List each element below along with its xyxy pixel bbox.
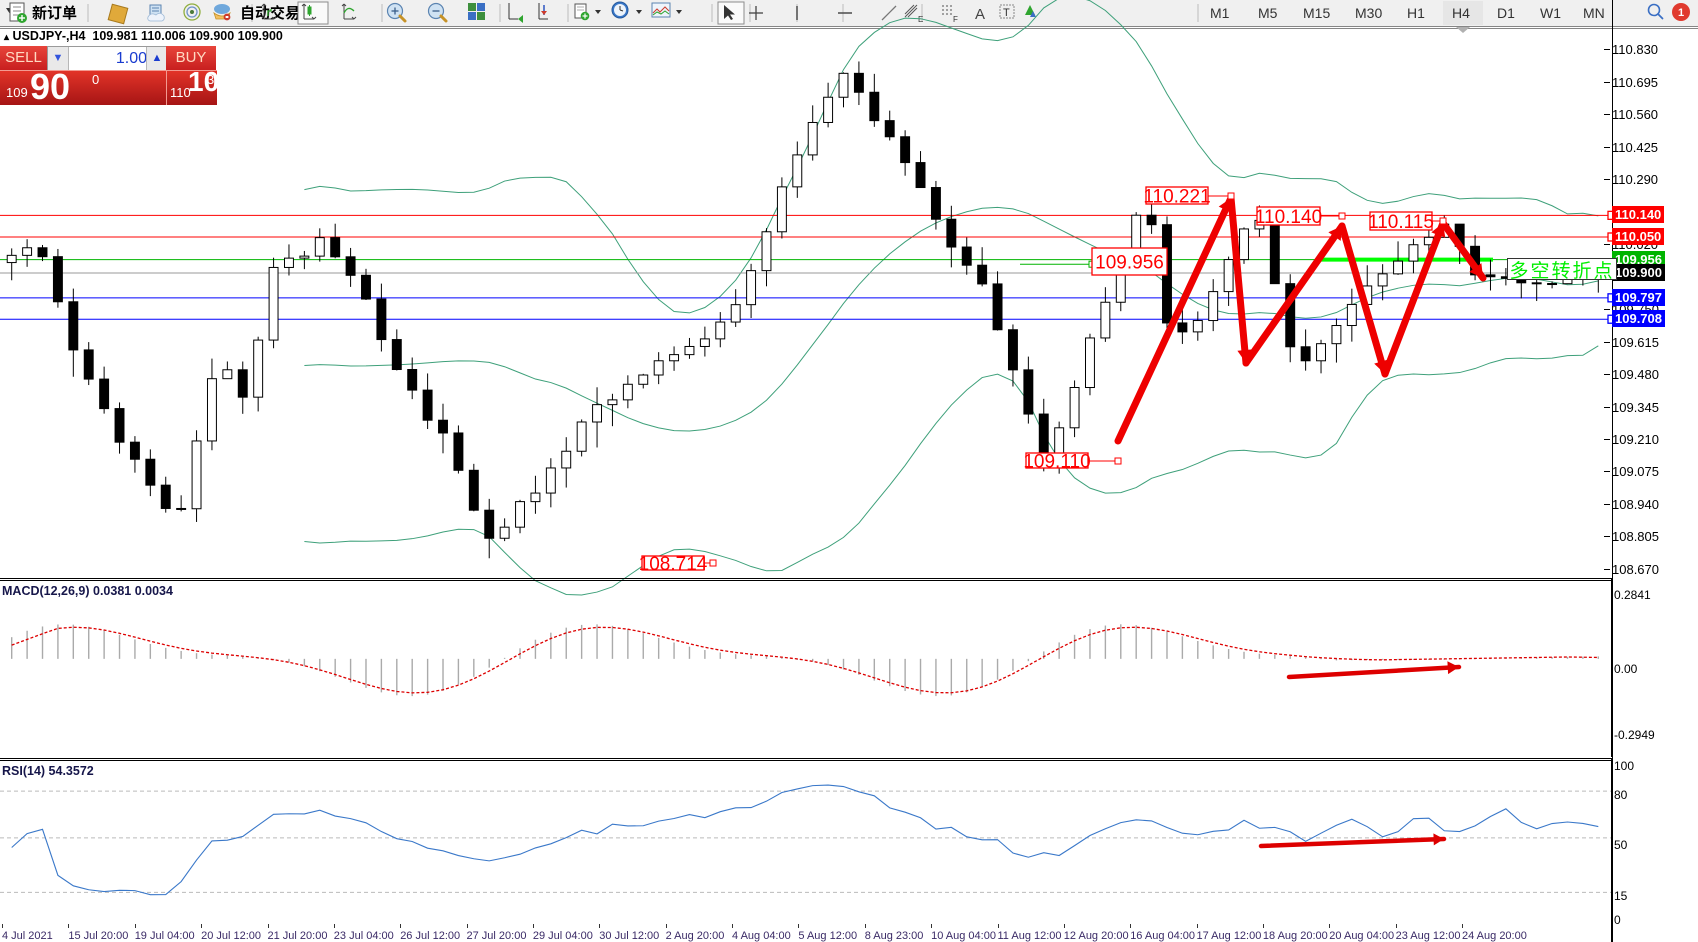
svg-text:108.714: 108.714 xyxy=(639,554,708,575)
svg-text:110.115: 110.115 xyxy=(1368,212,1434,233)
svg-text:110.221: 110.221 xyxy=(1143,187,1210,208)
svg-text:109.956: 109.956 xyxy=(1095,253,1164,274)
svg-text:109.110: 109.110 xyxy=(1023,452,1090,473)
svg-text:110.140: 110.140 xyxy=(1255,207,1322,228)
